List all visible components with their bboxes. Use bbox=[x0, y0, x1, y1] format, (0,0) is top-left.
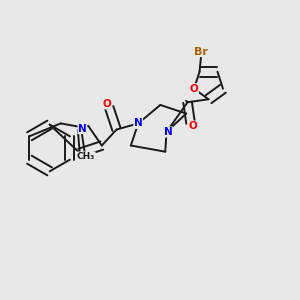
Text: Br: Br bbox=[194, 46, 208, 57]
Text: CH₃: CH₃ bbox=[77, 152, 95, 161]
Text: N: N bbox=[164, 127, 172, 137]
Text: O: O bbox=[102, 99, 111, 109]
Text: N: N bbox=[134, 118, 142, 128]
Text: O: O bbox=[190, 84, 198, 94]
Text: O: O bbox=[189, 121, 197, 131]
Text: N: N bbox=[78, 124, 87, 134]
